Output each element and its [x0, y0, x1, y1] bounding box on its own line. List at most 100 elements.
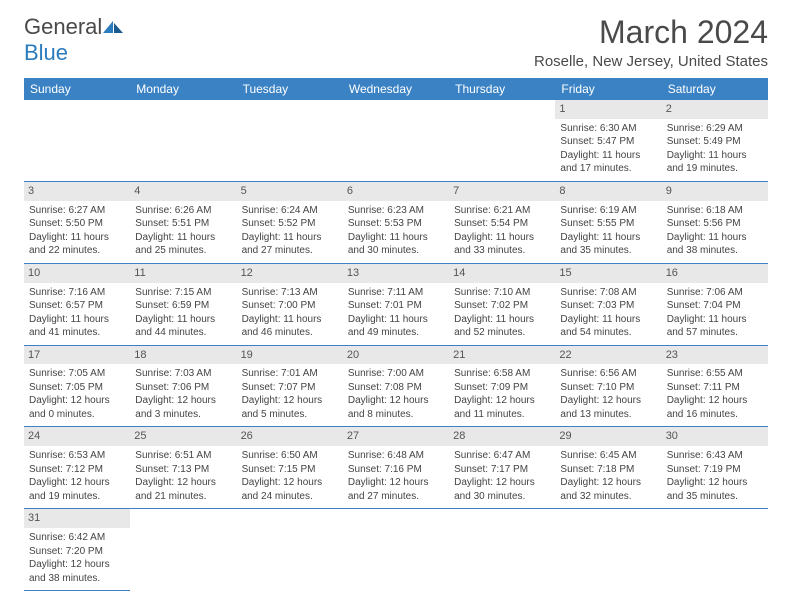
cell-text: Sunrise: 6:45 AM — [560, 449, 656, 463]
calendar-week: 10Sunrise: 7:16 AMSunset: 6:57 PMDayligh… — [24, 263, 768, 345]
calendar-cell — [343, 100, 449, 181]
cell-text: Sunrise: 6:43 AM — [667, 449, 763, 463]
cell-text: Sunrise: 7:03 AM — [135, 367, 231, 381]
cell-text: and 5 minutes. — [242, 408, 338, 422]
cell-text: Sunrise: 7:01 AM — [242, 367, 338, 381]
cell-text: and 30 minutes. — [348, 244, 444, 258]
cell-text: Sunrise: 6:50 AM — [242, 449, 338, 463]
calendar-cell: 22Sunrise: 6:56 AMSunset: 7:10 PMDayligh… — [555, 345, 661, 427]
cell-text: Sunset: 7:19 PM — [667, 463, 763, 477]
cell-text: Sunset: 5:53 PM — [348, 217, 444, 231]
day-number: 13 — [343, 264, 449, 283]
day-number: 14 — [449, 264, 555, 283]
cell-text: Sunrise: 6:26 AM — [135, 204, 231, 218]
cell-text: and 35 minutes. — [667, 490, 763, 504]
calendar-cell: 18Sunrise: 7:03 AMSunset: 7:06 PMDayligh… — [130, 345, 236, 427]
calendar-week: 31Sunrise: 6:42 AMSunset: 7:20 PMDayligh… — [24, 509, 768, 591]
cell-text: and 30 minutes. — [454, 490, 550, 504]
cell-text: Sunset: 7:15 PM — [242, 463, 338, 477]
cell-text: Sunset: 7:07 PM — [242, 381, 338, 395]
day-number: 7 — [449, 182, 555, 201]
day-number: 5 — [237, 182, 343, 201]
calendar-cell: 15Sunrise: 7:08 AMSunset: 7:03 PMDayligh… — [555, 263, 661, 345]
cell-text: Daylight: 11 hours — [135, 231, 231, 245]
cell-text: Sunset: 7:06 PM — [135, 381, 231, 395]
cell-text: Sunset: 7:02 PM — [454, 299, 550, 313]
day-number: 24 — [24, 427, 130, 446]
cell-text: Sunrise: 6:48 AM — [348, 449, 444, 463]
cell-text: Sunset: 7:04 PM — [667, 299, 763, 313]
calendar-cell: 26Sunrise: 6:50 AMSunset: 7:15 PMDayligh… — [237, 427, 343, 509]
cell-text: Sunrise: 7:13 AM — [242, 286, 338, 300]
calendar-week: 1Sunrise: 6:30 AMSunset: 5:47 PMDaylight… — [24, 100, 768, 181]
calendar-cell — [237, 509, 343, 591]
cell-text: and 24 minutes. — [242, 490, 338, 504]
cell-text: Sunset: 5:52 PM — [242, 217, 338, 231]
calendar-cell: 17Sunrise: 7:05 AMSunset: 7:05 PMDayligh… — [24, 345, 130, 427]
cell-text: Sunrise: 6:42 AM — [29, 531, 125, 545]
day-number: 20 — [343, 346, 449, 365]
calendar-cell: 1Sunrise: 6:30 AMSunset: 5:47 PMDaylight… — [555, 100, 661, 181]
cell-text: and 32 minutes. — [560, 490, 656, 504]
cell-text: Daylight: 12 hours — [454, 394, 550, 408]
cell-text: Sunrise: 6:24 AM — [242, 204, 338, 218]
cell-text: Daylight: 12 hours — [454, 476, 550, 490]
cell-text: Sunset: 5:55 PM — [560, 217, 656, 231]
calendar-cell — [662, 509, 768, 591]
cell-text: Sunset: 6:57 PM — [29, 299, 125, 313]
cell-text: Daylight: 12 hours — [667, 394, 763, 408]
day-number: 29 — [555, 427, 661, 446]
cell-text: and 54 minutes. — [560, 326, 656, 340]
cell-text: Sunrise: 6:55 AM — [667, 367, 763, 381]
day-number: 2 — [662, 100, 768, 119]
month-title: March 2024 — [534, 14, 768, 51]
cell-text: Daylight: 11 hours — [454, 231, 550, 245]
logo-text-2: Blue — [24, 40, 68, 65]
day-number: 25 — [130, 427, 236, 446]
cell-text: Sunrise: 7:06 AM — [667, 286, 763, 300]
cell-text: Sunset: 5:51 PM — [135, 217, 231, 231]
cell-text: Sunrise: 6:23 AM — [348, 204, 444, 218]
calendar-cell — [130, 509, 236, 591]
day-number: 6 — [343, 182, 449, 201]
calendar-cell: 28Sunrise: 6:47 AMSunset: 7:17 PMDayligh… — [449, 427, 555, 509]
day-number: 23 — [662, 346, 768, 365]
header: GeneralBlue March 2024 Roselle, New Jers… — [24, 14, 768, 70]
cell-text: and 35 minutes. — [560, 244, 656, 258]
day-number: 22 — [555, 346, 661, 365]
cell-text: and 22 minutes. — [29, 244, 125, 258]
logo-sail-icon — [102, 20, 124, 34]
calendar-cell: 10Sunrise: 7:16 AMSunset: 6:57 PMDayligh… — [24, 263, 130, 345]
cell-text: Daylight: 12 hours — [135, 476, 231, 490]
cell-text: Daylight: 11 hours — [667, 313, 763, 327]
cell-text: Daylight: 12 hours — [242, 476, 338, 490]
logo-text: GeneralBlue — [24, 14, 124, 66]
calendar-week: 17Sunrise: 7:05 AMSunset: 7:05 PMDayligh… — [24, 345, 768, 427]
cell-text: and 11 minutes. — [454, 408, 550, 422]
cell-text: and 16 minutes. — [667, 408, 763, 422]
calendar-week: 3Sunrise: 6:27 AMSunset: 5:50 PMDaylight… — [24, 181, 768, 263]
calendar-cell: 13Sunrise: 7:11 AMSunset: 7:01 PMDayligh… — [343, 263, 449, 345]
calendar-cell: 6Sunrise: 6:23 AMSunset: 5:53 PMDaylight… — [343, 181, 449, 263]
calendar-cell: 16Sunrise: 7:06 AMSunset: 7:04 PMDayligh… — [662, 263, 768, 345]
calendar-cell: 11Sunrise: 7:15 AMSunset: 6:59 PMDayligh… — [130, 263, 236, 345]
calendar-cell: 25Sunrise: 6:51 AMSunset: 7:13 PMDayligh… — [130, 427, 236, 509]
cell-text: Sunset: 5:47 PM — [560, 135, 656, 149]
cell-text: Sunrise: 6:56 AM — [560, 367, 656, 381]
calendar-cell — [449, 509, 555, 591]
cell-text: and 49 minutes. — [348, 326, 444, 340]
cell-text: and 46 minutes. — [242, 326, 338, 340]
calendar-body: 1Sunrise: 6:30 AMSunset: 5:47 PMDaylight… — [24, 100, 768, 591]
cell-text: Daylight: 11 hours — [560, 149, 656, 163]
calendar-cell: 19Sunrise: 7:01 AMSunset: 7:07 PMDayligh… — [237, 345, 343, 427]
cell-text: Sunrise: 7:08 AM — [560, 286, 656, 300]
day-number: 9 — [662, 182, 768, 201]
cell-text: Sunset: 7:20 PM — [29, 545, 125, 559]
cell-text: Daylight: 12 hours — [242, 394, 338, 408]
calendar-cell: 3Sunrise: 6:27 AMSunset: 5:50 PMDaylight… — [24, 181, 130, 263]
day-number: 11 — [130, 264, 236, 283]
cell-text: Daylight: 11 hours — [560, 231, 656, 245]
cell-text: Sunrise: 6:58 AM — [454, 367, 550, 381]
calendar-cell: 30Sunrise: 6:43 AMSunset: 7:19 PMDayligh… — [662, 427, 768, 509]
calendar-cell: 31Sunrise: 6:42 AMSunset: 7:20 PMDayligh… — [24, 509, 130, 591]
